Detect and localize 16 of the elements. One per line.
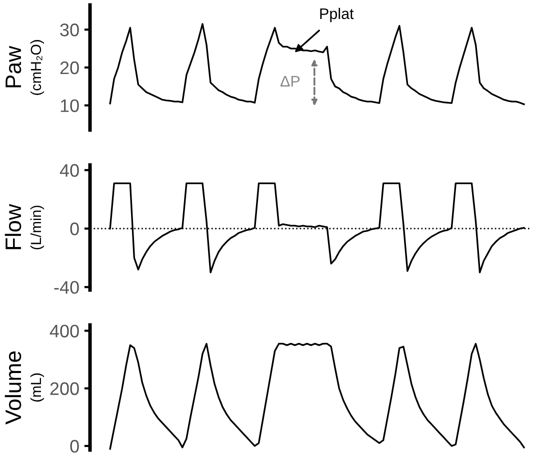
y-tick-label: 0 xyxy=(70,440,79,453)
y-axis-title: Flow (L/min) xyxy=(4,204,44,250)
line-series xyxy=(109,23,525,106)
y-tick-label: 400 xyxy=(50,324,79,338)
y-tick-label: 200 xyxy=(50,382,79,396)
line-series xyxy=(109,342,525,450)
y-tick-label: 30 xyxy=(60,24,79,36)
y-tick-label: 20 xyxy=(60,61,79,74)
y-tick-label: 40 xyxy=(60,164,79,177)
annotation: ΔP xyxy=(280,76,300,86)
y-tick-label: 10 xyxy=(60,99,79,112)
y-axis-title: Paw (cmH₂O) xyxy=(6,40,44,95)
y-tick-label: -40 xyxy=(54,281,79,294)
annotation: Pplat xyxy=(320,8,354,22)
y-tick-label: 0 xyxy=(70,222,79,236)
y-axis-title: Volume (mL) xyxy=(4,351,44,424)
